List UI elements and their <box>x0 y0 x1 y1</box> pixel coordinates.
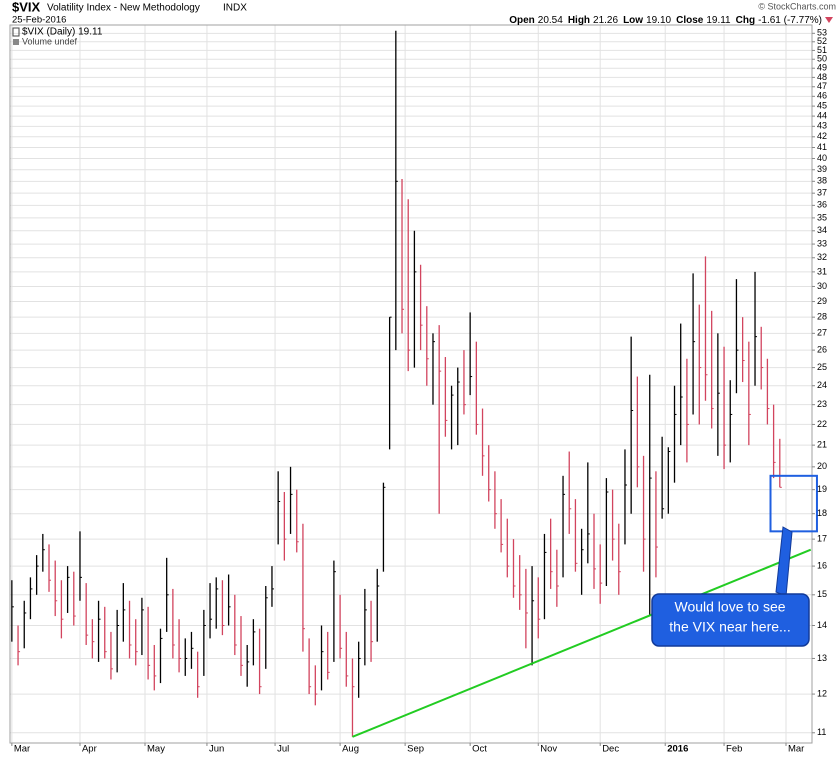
y-tick-label: 26 <box>817 345 827 355</box>
x-tick-label: Jun <box>209 744 224 755</box>
y-tick-label: 31 <box>817 266 827 276</box>
y-tick-label: 30 <box>817 281 827 291</box>
callout-box <box>651 593 810 647</box>
chart-title: $VIX <box>12 0 41 14</box>
y-tick-label: 48 <box>817 72 827 82</box>
y-tick-label: 21 <box>817 440 827 450</box>
x-tick-label: Sep <box>407 744 424 755</box>
y-tick-label: 14 <box>817 620 827 630</box>
y-tick-label: 29 <box>817 296 827 306</box>
credit: © StockCharts.com <box>758 1 836 11</box>
x-tick-label: Nov <box>540 744 557 755</box>
quote-label: High <box>568 15 590 26</box>
y-tick-label: 47 <box>817 81 827 91</box>
y-tick-label: 39 <box>817 164 827 174</box>
exchange: INDX <box>223 3 247 14</box>
chart-subtitle: Volatility Index - New Methodology <box>47 3 200 14</box>
y-tick-label: 17 <box>817 534 827 544</box>
legend-text: $VIX (Daily) 19.11 <box>22 27 103 38</box>
x-tick-label: Mar <box>14 744 30 755</box>
y-tick-label: 36 <box>817 200 827 210</box>
y-tick-label: 23 <box>817 399 827 409</box>
y-tick-label: 28 <box>817 312 827 322</box>
y-tick-label: 44 <box>817 110 827 120</box>
y-tick-label: 20 <box>817 461 827 471</box>
y-tick-label: 27 <box>817 328 827 338</box>
y-tick-label: 35 <box>817 212 827 222</box>
y-tick-label: 37 <box>817 188 827 198</box>
y-tick-label: 49 <box>817 63 827 73</box>
x-tick-label: Apr <box>82 744 97 755</box>
quote-label: Chg <box>736 15 755 26</box>
x-tick-label: Jul <box>277 744 289 755</box>
y-tick-label: 15 <box>817 589 827 599</box>
y-tick-label: 45 <box>817 100 827 110</box>
y-tick-label: 16 <box>817 560 827 570</box>
y-tick-label: 11 <box>817 727 826 737</box>
down-arrow-icon <box>825 17 833 23</box>
y-tick-label: 24 <box>817 380 827 390</box>
y-tick-label: 13 <box>817 653 827 663</box>
quote-value: 20.54 <box>538 15 563 26</box>
quote-value: -1.61 (-7.77%) <box>758 15 822 26</box>
y-tick-label: 53 <box>817 28 827 38</box>
quote: Open 20.54 High 21.26 Low 19.10 Close 19.11 Chg -… <box>509 15 822 26</box>
legend-icon <box>12 27 20 37</box>
y-tick-label: 51 <box>817 45 827 55</box>
y-tick-label: 19 <box>817 484 827 494</box>
callout-text: the VIX near here... <box>669 619 790 635</box>
x-tick-label: Mar <box>788 744 804 755</box>
annotations <box>352 474 818 738</box>
plot-frame <box>9 24 813 744</box>
y-tick-label: 52 <box>817 36 827 46</box>
y-tick-label: 32 <box>817 252 827 262</box>
y-tick-label: 42 <box>817 131 827 141</box>
y-tick-label: 46 <box>817 91 827 101</box>
volume-text: Volume undef <box>22 36 78 46</box>
highlight-box <box>769 474 818 533</box>
callout-text: Would love to see <box>674 599 785 615</box>
y-tick-label: 34 <box>817 225 827 235</box>
trendline <box>352 548 812 738</box>
x-tick-label: Oct <box>472 744 487 755</box>
date: 25-Feb-2016 <box>12 15 66 26</box>
volume-icon <box>13 39 19 45</box>
x-tick-label: Feb <box>726 744 742 755</box>
quote-value: 19.10 <box>646 15 671 26</box>
y-tick-label: 40 <box>817 153 827 163</box>
quote-label: Open <box>509 15 535 26</box>
quote-label: Low <box>623 15 643 26</box>
quote-label: Close <box>676 15 704 26</box>
x-tick-label: May <box>147 744 165 755</box>
y-tick-label: 22 <box>817 419 827 429</box>
quote-value: 21.26 <box>593 15 618 26</box>
y-tick-label: 50 <box>817 54 827 64</box>
quote-value: 19.11 <box>706 15 731 26</box>
x-tick-label: Aug <box>342 744 359 755</box>
y-tick-label: 38 <box>817 176 827 186</box>
x-tick-label: Dec <box>602 744 619 755</box>
y-tick-label: 33 <box>817 238 827 248</box>
y-tick-label: 18 <box>817 508 827 518</box>
x-tick-label: 2016 <box>667 744 688 755</box>
y-tick-label: 25 <box>817 362 827 372</box>
bars <box>11 30 782 737</box>
y-tick-label: 43 <box>817 121 827 131</box>
y-tick-label: 41 <box>817 142 827 152</box>
y-tick-label: 12 <box>817 688 827 698</box>
